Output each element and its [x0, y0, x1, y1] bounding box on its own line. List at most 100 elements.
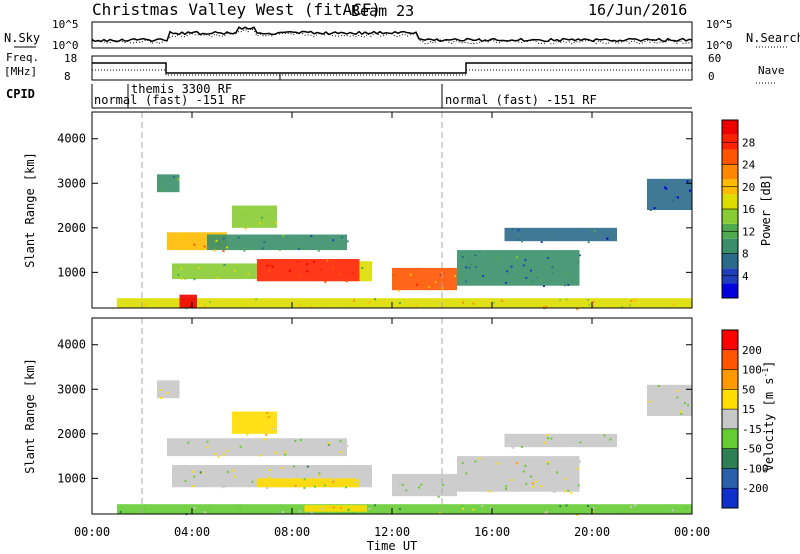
power-ytick-label: 4000 — [57, 132, 86, 146]
power-colorbar-swatch — [722, 149, 738, 165]
velocity-scatter-point — [192, 485, 195, 488]
power-scatter-point — [215, 239, 218, 242]
power-colorbar-swatch — [722, 209, 738, 224]
power-scatter-point — [298, 247, 301, 250]
power-scatter-point — [370, 262, 373, 265]
power-scatter-point — [161, 189, 164, 192]
power-scatter-point — [374, 298, 377, 301]
velocity-scatter-point — [576, 513, 579, 516]
velocity-scatter-point — [323, 484, 326, 487]
power-scatter-point — [415, 305, 418, 308]
power-scatter-point — [634, 298, 637, 301]
velocity-scatter-point — [238, 504, 241, 507]
power-scatter-point — [592, 300, 595, 303]
velocity-scatter-point — [546, 434, 549, 437]
power-region-8 — [157, 174, 180, 193]
power-scatter-point — [482, 274, 485, 277]
power-colorbar-swatch — [722, 164, 738, 180]
power-scatter-point — [177, 178, 180, 181]
velocity-scatter-point — [195, 470, 198, 473]
velocity-scatter-point — [398, 484, 401, 487]
velocity-scatter-point — [677, 390, 680, 393]
power-scatter-point — [226, 246, 229, 249]
power-scatter-point — [606, 237, 609, 240]
freq-tick-bottom: 8 — [64, 70, 71, 83]
power-scatter-point — [184, 277, 187, 280]
power-scatter-point — [368, 301, 371, 304]
power-scatter-point — [351, 305, 354, 308]
power-scatter-point — [662, 197, 665, 200]
velocity-scatter-point — [368, 507, 371, 510]
velocity-colorbar-tick-label: -200 — [742, 482, 769, 495]
velocity-scatter-point — [521, 445, 524, 448]
power-scatter-point — [223, 263, 226, 266]
velocity-region-10 — [304, 505, 367, 512]
power-scatter-point — [361, 266, 364, 269]
velocity-region-6 — [157, 380, 180, 399]
power-region-11 — [117, 298, 692, 308]
power-scatter-point — [266, 264, 269, 267]
velocity-scatter-point — [405, 489, 408, 492]
velocity-scatter-point — [246, 433, 249, 436]
velocity-scatter-point — [577, 484, 580, 487]
power-scatter-point — [588, 303, 591, 306]
velocity-scatter-point — [397, 480, 400, 483]
cpid-segment-2a: themis 3300 RF — [131, 82, 232, 96]
velocity-scatter-point — [634, 504, 637, 507]
power-region-6 — [207, 234, 347, 251]
power-scatter-point — [510, 265, 513, 268]
power-scatter-point — [298, 245, 301, 248]
nsky-tick-bottom-right: 10^0 — [706, 39, 733, 52]
power-scatter-point — [262, 247, 265, 250]
velocity-scatter-point — [190, 470, 193, 473]
power-cells — [117, 174, 692, 308]
velocity-colorbar-tick-label: -15 — [742, 423, 762, 436]
power-scatter-point — [238, 298, 241, 301]
velocity-scatter-point — [251, 480, 254, 483]
velocity-scatter-point — [159, 388, 162, 391]
power-scatter-point — [478, 251, 481, 254]
power-colorbar-tick-label: 4 — [742, 270, 749, 283]
velocity-region-8 — [647, 384, 692, 416]
power-scatter-point — [516, 234, 519, 237]
velocity-scatter-point — [522, 470, 525, 473]
power-scatter-point — [468, 259, 471, 262]
power-region-0 — [172, 263, 257, 280]
power-scatter-point — [468, 266, 471, 269]
velocity-colorbar: 200 100 50 15 -15 -50 -100 -200 — [721, 329, 769, 509]
power-scatter-point — [475, 265, 478, 268]
velocity-scatter-point — [515, 462, 518, 465]
power-scatter-point — [339, 273, 342, 276]
power-scatter-point — [587, 241, 590, 244]
power-scatter-point — [246, 219, 249, 222]
velocity-scatter-point — [193, 506, 196, 509]
power-region-2 — [359, 261, 372, 282]
velocity-scatter-point — [222, 486, 225, 489]
velocity-scatter-point — [531, 482, 534, 485]
power-scatter-point — [409, 273, 412, 276]
power-colorbar-swatch — [722, 238, 738, 254]
velocity-scatter-point — [670, 406, 673, 409]
velocity-scatter-point — [603, 434, 606, 437]
velocity-scatter-point — [563, 490, 566, 493]
velocity-scatter-point — [184, 479, 187, 482]
power-scatter-point — [296, 260, 299, 263]
velocity-scatter-point — [339, 440, 342, 443]
power-scatter-point — [392, 273, 395, 276]
velocity-scatter-point — [591, 510, 594, 513]
power-scatter-point — [213, 249, 216, 252]
power-scatter-point — [545, 305, 548, 308]
x-tick-labels: 00:00 04:00 08:00 12:00 16:00 20:00 00:00 — [74, 525, 710, 539]
power-scatter-point — [501, 299, 504, 302]
velocity-scatter-point — [119, 510, 122, 513]
velocity-scatter-point — [556, 471, 559, 474]
velocity-scatter-point — [299, 439, 302, 442]
velocity-scatter-point — [263, 438, 266, 441]
velocity-scatter-point — [442, 483, 445, 486]
velocity-scatter-point — [294, 484, 297, 487]
power-scatter-point — [317, 249, 320, 252]
power-scatter-point — [258, 222, 261, 225]
velocity-colorbar-frame — [721, 329, 739, 509]
velocity-scatter-point — [551, 490, 554, 493]
velocity-scatter-point — [268, 469, 271, 472]
